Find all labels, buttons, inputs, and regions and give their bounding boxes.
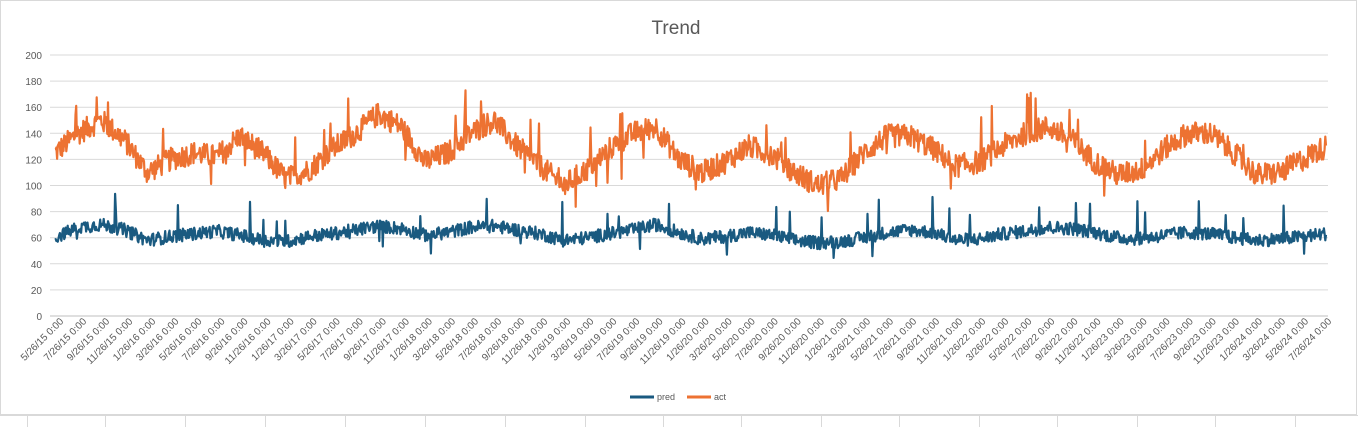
column-divider <box>979 416 980 427</box>
legend-label: act <box>714 392 727 402</box>
series-lines <box>54 89 1328 259</box>
chart-area <box>0 0 1357 415</box>
column-divider <box>1215 416 1216 427</box>
chart-title: Trend <box>652 18 701 39</box>
y-tick-label: 140 <box>25 129 42 140</box>
legend-label: pred <box>657 392 675 402</box>
column-divider <box>899 416 900 427</box>
x-axis: 5/26/15 0:007/26/15 0:009/26/15 0:0011/2… <box>19 316 1334 367</box>
y-tick-label: 120 <box>25 155 42 166</box>
series-line-pred <box>54 192 1328 259</box>
y-tick-label: 60 <box>31 234 43 245</box>
column-divider <box>265 416 266 427</box>
column-divider <box>585 416 586 427</box>
column-divider <box>1057 416 1058 427</box>
column-divider <box>345 416 346 427</box>
y-axis: 0 20 40 60 80 100 120 140 160 180 200 <box>25 51 42 323</box>
y-tick-label: 0 <box>36 312 42 323</box>
column-divider <box>27 416 28 427</box>
series-line-act <box>54 89 1328 213</box>
gridlines <box>50 54 1328 317</box>
column-divider <box>663 416 664 427</box>
legend: pred act <box>630 392 727 402</box>
column-divider <box>1295 416 1296 427</box>
y-tick-label: 40 <box>31 260 43 271</box>
column-divider <box>741 416 742 427</box>
column-divider <box>1137 416 1138 427</box>
sheet-column-strip <box>0 415 1358 427</box>
legend-item-pred: pred <box>630 392 675 402</box>
y-tick-label: 80 <box>31 208 43 219</box>
legend-item-act: act <box>687 392 727 402</box>
y-tick-label: 20 <box>31 286 43 297</box>
trend-chart: Trend 0 20 40 60 80 100 120 140 160 180 200 5/26/1… <box>19 18 1334 402</box>
column-divider <box>105 416 106 427</box>
column-divider <box>821 416 822 427</box>
y-tick-label: 160 <box>25 103 42 114</box>
column-divider <box>425 416 426 427</box>
column-divider <box>185 416 186 427</box>
y-tick-label: 180 <box>25 77 42 88</box>
column-divider <box>505 416 506 427</box>
y-tick-label: 200 <box>25 51 42 62</box>
y-tick-label: 100 <box>25 182 42 193</box>
